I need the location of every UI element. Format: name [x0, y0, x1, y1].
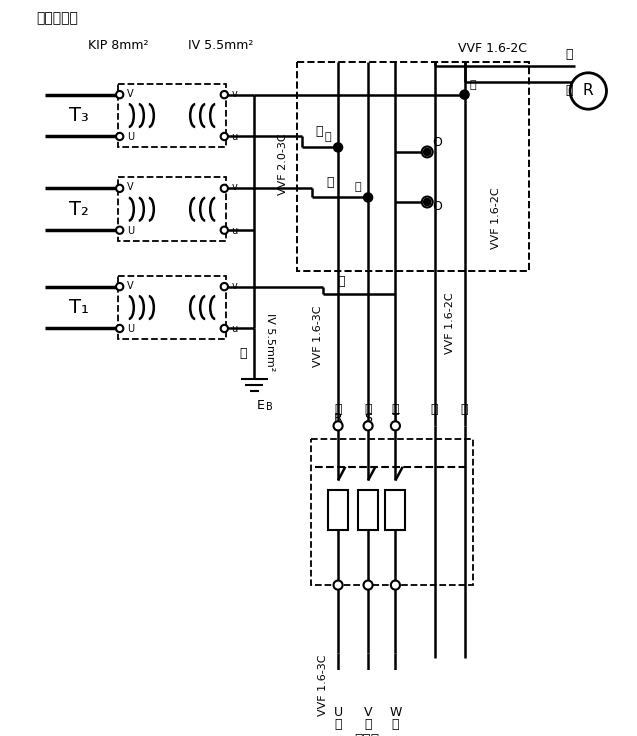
- Circle shape: [570, 73, 606, 109]
- Circle shape: [334, 581, 343, 590]
- Text: 赤: 赤: [334, 403, 342, 416]
- Text: R: R: [583, 83, 594, 99]
- Bar: [358, 489, 378, 531]
- Circle shape: [220, 91, 228, 99]
- Text: u: u: [232, 132, 238, 142]
- Text: 緑: 緑: [240, 347, 247, 361]
- Text: O: O: [432, 136, 441, 149]
- Text: O: O: [432, 200, 441, 213]
- Text: T₁: T₁: [69, 298, 89, 317]
- Text: 黒: 黒: [461, 403, 468, 416]
- Circle shape: [116, 185, 124, 192]
- Circle shape: [422, 146, 433, 158]
- Circle shape: [116, 91, 124, 99]
- Text: 白: 白: [364, 403, 372, 416]
- Circle shape: [364, 581, 373, 590]
- Circle shape: [220, 133, 228, 140]
- Circle shape: [220, 185, 228, 192]
- Circle shape: [220, 325, 228, 332]
- Text: u: u: [232, 226, 238, 236]
- Text: 【複線図】: 【複線図】: [36, 11, 78, 25]
- Circle shape: [364, 193, 373, 202]
- Text: 小: 小: [469, 79, 476, 90]
- Text: V: V: [127, 183, 134, 192]
- Circle shape: [116, 227, 124, 234]
- Text: V: V: [364, 706, 373, 719]
- Bar: [385, 489, 405, 531]
- Circle shape: [116, 283, 124, 290]
- Circle shape: [424, 199, 431, 205]
- Text: 負荷側: 負荷側: [354, 733, 379, 736]
- Text: U: U: [127, 132, 134, 142]
- Text: v: v: [232, 89, 238, 99]
- Circle shape: [391, 421, 400, 431]
- Circle shape: [460, 90, 469, 99]
- Text: U: U: [127, 325, 134, 334]
- Text: 黒: 黒: [392, 718, 399, 731]
- Text: 赤: 赤: [337, 275, 345, 288]
- Text: 白: 白: [326, 177, 334, 189]
- Circle shape: [116, 325, 124, 332]
- Circle shape: [220, 283, 228, 290]
- Text: 小: 小: [324, 132, 331, 142]
- Text: IV 5.5mm²: IV 5.5mm²: [188, 39, 254, 52]
- Circle shape: [220, 227, 228, 234]
- Text: IV 5.5mm²: IV 5.5mm²: [265, 313, 275, 371]
- Bar: [328, 489, 348, 531]
- Text: E: E: [257, 399, 265, 411]
- Text: W: W: [389, 706, 401, 719]
- Text: 黒: 黒: [315, 124, 323, 138]
- Text: 白: 白: [431, 403, 438, 416]
- Circle shape: [116, 133, 124, 140]
- Text: 白: 白: [364, 718, 372, 731]
- Text: U: U: [127, 226, 134, 236]
- Text: 赤: 赤: [334, 718, 342, 731]
- Circle shape: [364, 421, 373, 431]
- Text: B: B: [266, 402, 273, 412]
- Text: v: v: [232, 280, 238, 291]
- Text: VVF 1.6-2C: VVF 1.6-2C: [491, 188, 501, 250]
- Text: T₃: T₃: [69, 106, 89, 125]
- Text: T₂: T₂: [69, 199, 89, 219]
- Text: S: S: [364, 412, 372, 425]
- Text: VVF 1.6-3C: VVF 1.6-3C: [318, 654, 328, 716]
- Text: 小: 小: [354, 183, 361, 192]
- Circle shape: [334, 143, 343, 152]
- Text: 黒: 黒: [566, 84, 573, 96]
- Text: VVF 1.6-2C: VVF 1.6-2C: [445, 292, 455, 354]
- Text: VVF 1.6-3C: VVF 1.6-3C: [313, 306, 323, 367]
- Text: V: V: [127, 280, 134, 291]
- Circle shape: [391, 581, 400, 590]
- Text: V: V: [127, 89, 134, 99]
- Text: U: U: [334, 706, 343, 719]
- Circle shape: [334, 421, 343, 431]
- Circle shape: [424, 149, 431, 155]
- Text: KIP 8mm²: KIP 8mm²: [88, 39, 148, 52]
- Text: VVF 1.6-2C: VVF 1.6-2C: [458, 42, 527, 54]
- Text: v: v: [232, 183, 238, 192]
- Circle shape: [422, 197, 433, 208]
- Text: R: R: [334, 412, 343, 425]
- Text: VVF 2.0-3C: VVF 2.0-3C: [278, 133, 288, 194]
- Text: T: T: [392, 412, 399, 425]
- Text: 黒: 黒: [392, 403, 399, 416]
- Text: u: u: [232, 325, 238, 334]
- Text: 白: 白: [566, 48, 573, 61]
